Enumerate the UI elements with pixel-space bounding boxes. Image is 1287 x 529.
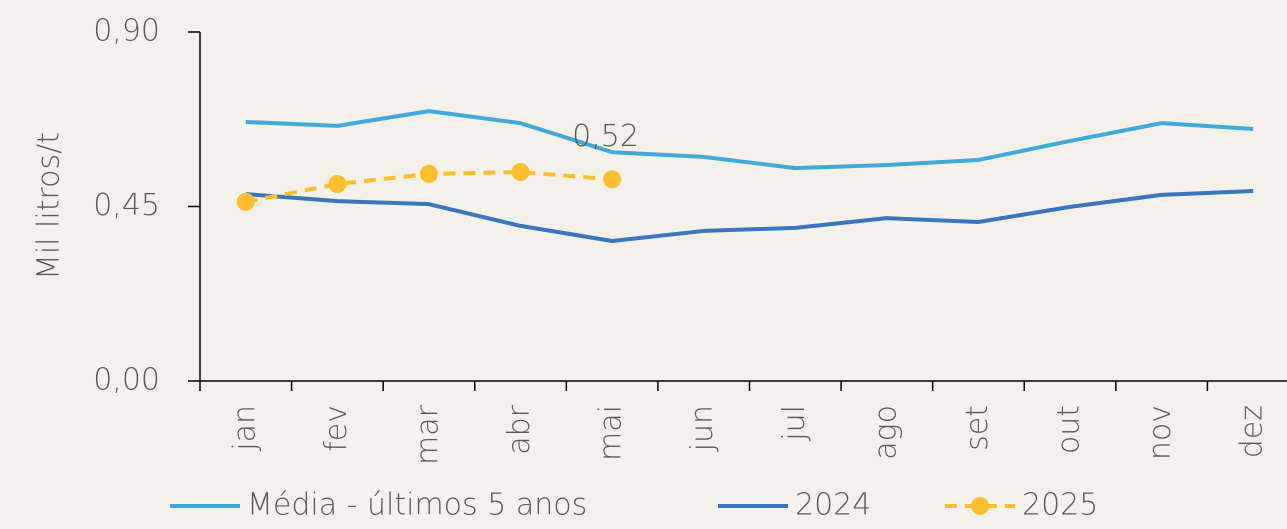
legend-label: 2025 — [1022, 488, 1098, 523]
x-tick-label: jun — [685, 405, 720, 452]
series-line — [245, 109, 1254, 171]
series-line — [245, 188, 1254, 244]
legend-label: Média - últimos 5 anos — [247, 488, 587, 523]
x-tick-label: fev — [319, 405, 354, 452]
point — [603, 170, 622, 189]
point — [511, 162, 530, 181]
x-tick-label: jul — [777, 405, 812, 442]
x-tick-label: mai — [594, 405, 629, 461]
y-tick-label: 0,00 — [93, 363, 160, 398]
x-tick-label: dez — [1235, 405, 1270, 458]
x-tick-label: out — [1052, 405, 1087, 454]
x-tick-label: nov — [1143, 405, 1178, 460]
y-axis-title: Mil litros/t — [32, 132, 67, 280]
point — [236, 192, 255, 211]
data-label: 0,52 — [572, 119, 639, 154]
x-tick-label: jan — [227, 405, 262, 452]
legend-marker — [971, 497, 989, 515]
y-tick-label: 0,90 — [93, 14, 160, 49]
x-tick-label: ago — [868, 405, 903, 460]
x-tick-label: mar — [410, 404, 445, 465]
legend-label: 2024 — [795, 488, 871, 523]
x-tick-label: abr — [502, 404, 537, 454]
y-tick-label: 0,45 — [93, 188, 160, 223]
x-tick-label: set — [960, 405, 995, 451]
point — [328, 175, 347, 194]
point — [419, 164, 438, 183]
